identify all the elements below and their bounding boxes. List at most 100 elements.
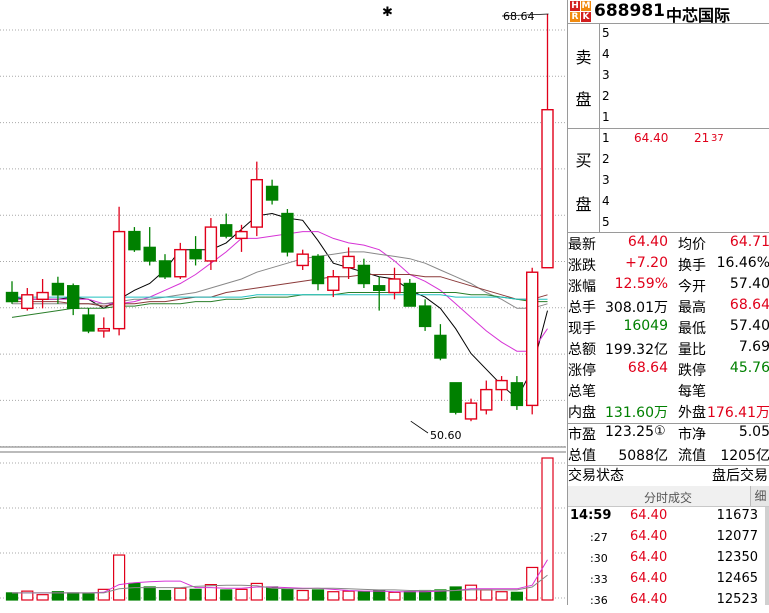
stat-row: 总额 199.32亿 量比 7.69 <box>568 339 769 360</box>
stat-label: 涨停 <box>568 363 596 379</box>
trade-status-label: 交易状态 <box>568 468 624 484</box>
ticks-scrollbar[interactable] <box>765 507 769 605</box>
volume-bar <box>495 591 508 601</box>
ticks-detail-button[interactable]: 细 <box>750 486 769 506</box>
stat-label: 涨幅 <box>568 279 596 295</box>
hk-badge-icon[interactable]: H M R K <box>570 1 591 22</box>
stat-label: 换手 <box>678 258 706 274</box>
high-price-label: 68.64 <box>503 10 535 23</box>
stat-value: 16.46% <box>716 255 769 271</box>
candle-body <box>510 382 524 407</box>
ma-line <box>12 274 548 307</box>
info-icon: ① <box>654 424 666 439</box>
candle-body <box>342 255 355 269</box>
candle-body <box>204 226 218 262</box>
sell-label-bottom: 盘 <box>575 90 592 109</box>
stat-value: 7.69 <box>738 339 769 355</box>
volume-bar <box>250 582 263 601</box>
sell-level-3: 3 <box>602 68 610 82</box>
volume-bar <box>510 591 523 601</box>
stat-row: 总笔 每笔 <box>568 381 769 402</box>
candle-body <box>357 264 371 285</box>
candle-body <box>250 178 264 228</box>
buy-label-bottom: 盘 <box>575 195 592 214</box>
volume-bar <box>388 591 401 601</box>
candle-body <box>51 282 65 296</box>
candle-body <box>464 402 478 420</box>
tick-time: :33 <box>590 573 608 586</box>
volume-bar <box>464 584 478 601</box>
stat-value: 308.01万 <box>605 300 668 316</box>
stat-label: 内盘 <box>568 405 596 421</box>
volume-bar <box>373 589 386 601</box>
buy-level-1: 1 <box>602 131 610 145</box>
candle-body <box>281 212 294 253</box>
high-pointer <box>501 13 549 17</box>
buy1-volume-small: 37 <box>711 133 724 144</box>
kline-chart[interactable]: ✱ 68.64 50.60 <box>0 0 566 605</box>
ticks-header: 分时成交 细 <box>568 486 769 507</box>
candle-body <box>219 224 233 237</box>
candle-body <box>418 305 432 328</box>
candle-body <box>373 285 386 291</box>
stat-label: 量比 <box>678 342 706 358</box>
volume-bar <box>189 588 202 601</box>
volume-bar <box>541 457 554 601</box>
buy-level-2: 2 <box>602 152 610 166</box>
stat-value: 68.64 <box>729 297 769 313</box>
low-price-label: 50.60 <box>430 429 462 442</box>
tick-volume: 12077 <box>716 529 758 544</box>
buy1-volume: 21 <box>694 131 710 145</box>
volume-bar <box>82 593 95 601</box>
stat-label: 最低 <box>678 321 706 337</box>
kline-svg[interactable] <box>0 0 566 605</box>
volume-bar <box>357 591 370 601</box>
stat-label: 最高 <box>678 300 706 316</box>
candle-body <box>311 255 325 285</box>
tick-row: :27 64.40 12077 <box>568 529 769 550</box>
tick-price: 64.40 <box>630 571 668 586</box>
tick-volume: 12523 <box>716 592 758 607</box>
candle-body <box>158 260 172 278</box>
volume-bar <box>128 582 141 601</box>
stat-value: 176.41万 <box>707 405 769 421</box>
candle-body <box>82 314 95 332</box>
volume-bar <box>235 588 248 601</box>
candle-body <box>143 246 156 262</box>
tick-price: 64.40 <box>630 508 668 523</box>
stat-value: 16049 <box>623 318 668 334</box>
buy1-price: 64.40 <box>634 131 669 145</box>
volume-bar <box>526 566 539 601</box>
volume-bar <box>434 589 447 601</box>
candle-body <box>97 327 111 332</box>
stat-row: 总手 308.01万 最高 68.64 <box>568 297 769 318</box>
sell-level-4: 4 <box>602 47 610 61</box>
ma-line <box>11 292 548 318</box>
candle-body <box>388 278 401 294</box>
ticks-title: 分时成交 <box>644 491 693 505</box>
stat-label: 最新 <box>568 237 596 253</box>
candle-body <box>480 388 493 411</box>
stat-value: 12.59% <box>614 276 668 292</box>
volume-bar <box>342 590 355 601</box>
stat-row: 现手 16049 最低 57.40 <box>568 318 769 339</box>
stat-value: +7.20 <box>625 255 668 271</box>
volume-bar <box>143 586 156 601</box>
valuation-value: 5.05 <box>738 424 769 440</box>
tick-volume: 12350 <box>716 550 758 565</box>
candle-body <box>66 285 80 310</box>
stat-value: 68.64 <box>627 360 668 376</box>
volume-bar <box>112 554 126 601</box>
candle-body <box>434 334 447 359</box>
tick-row: :33 64.40 12465 <box>568 571 769 592</box>
candle-body <box>526 271 539 407</box>
stat-value: 131.60万 <box>605 405 668 421</box>
candle-body <box>495 379 508 391</box>
volume-bar <box>21 590 34 601</box>
ma-line <box>12 294 548 300</box>
stat-label: 今开 <box>678 279 706 295</box>
volume-bar <box>266 586 279 601</box>
volume-bar <box>403 591 416 601</box>
volume-ma-line <box>12 574 548 594</box>
stat-label: 总笔 <box>568 384 596 400</box>
